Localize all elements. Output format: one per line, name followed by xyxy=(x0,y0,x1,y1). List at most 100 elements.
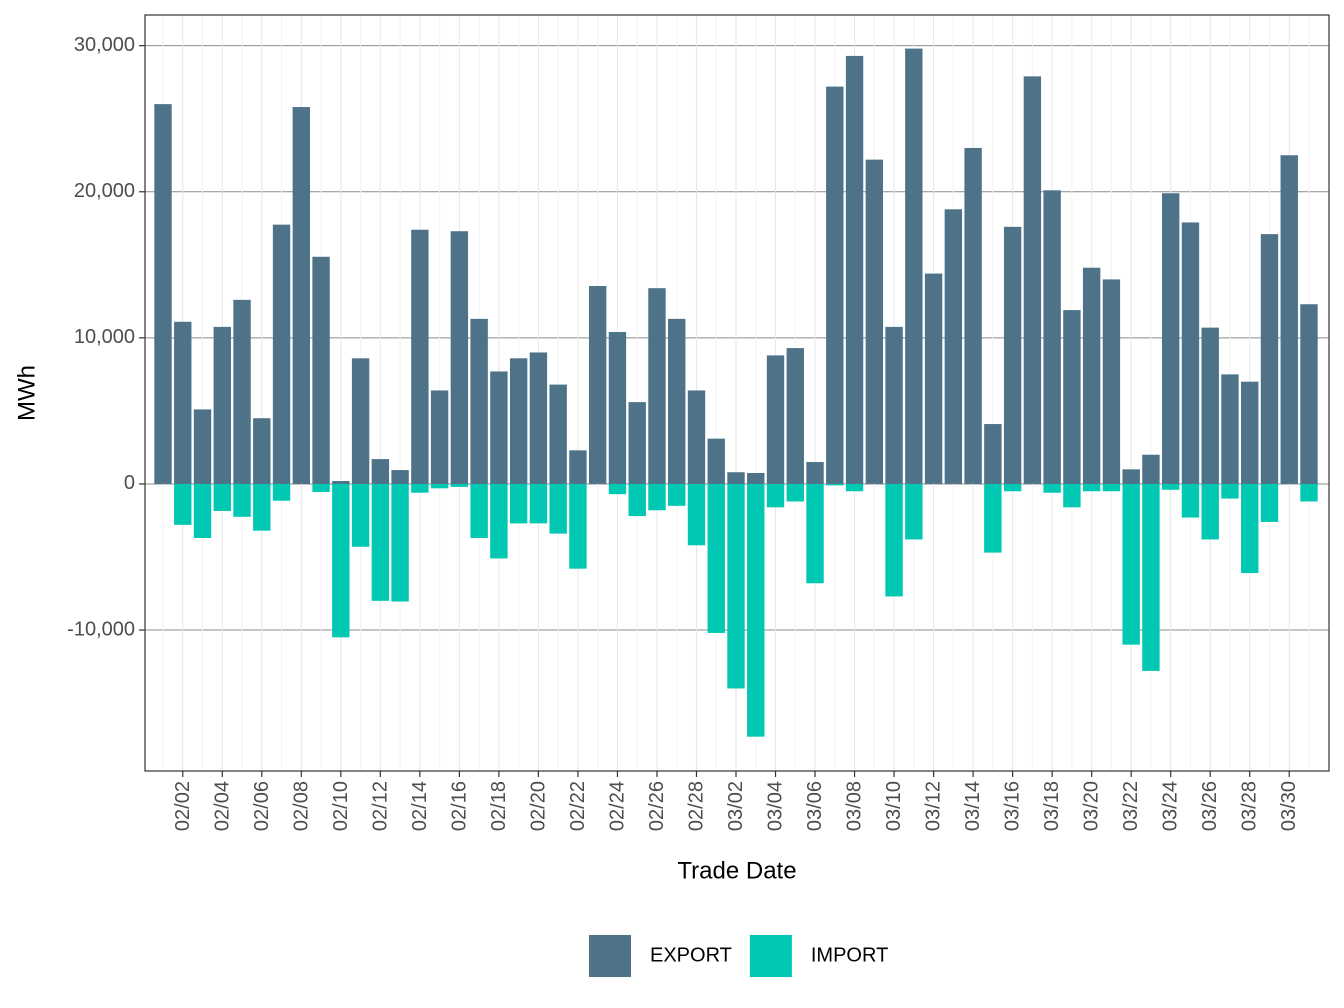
bar xyxy=(885,483,903,597)
x-tick-label: 02/14 xyxy=(409,781,431,831)
bar xyxy=(806,462,824,484)
bar xyxy=(1221,483,1239,499)
bar xyxy=(1300,483,1318,502)
x-tick-label: 03/02 xyxy=(725,781,747,831)
bar xyxy=(1181,483,1200,518)
x-tick-label: 02/08 xyxy=(290,781,312,831)
x-tick-label: 02/18 xyxy=(488,781,510,831)
bar xyxy=(213,326,231,484)
bar xyxy=(905,483,923,540)
bar xyxy=(608,483,627,495)
bar xyxy=(1043,190,1061,484)
bar xyxy=(1102,279,1121,484)
bar xyxy=(569,483,587,569)
bar xyxy=(213,483,231,511)
bar xyxy=(727,472,745,484)
x-tick-label: 02/10 xyxy=(330,781,352,831)
bar xyxy=(1142,454,1160,484)
bar xyxy=(1241,381,1259,484)
bar xyxy=(806,483,824,584)
bar xyxy=(885,326,903,484)
bar xyxy=(944,209,963,484)
bar xyxy=(1161,483,1180,490)
bar xyxy=(272,224,291,484)
bar xyxy=(687,390,706,484)
x-tick-label: 03/18 xyxy=(1041,781,1063,831)
bar xyxy=(747,483,765,737)
y-tick-label: 10,000 xyxy=(74,326,135,348)
x-tick-label: 03/24 xyxy=(1160,781,1182,831)
x-tick-label: 03/28 xyxy=(1239,781,1261,831)
bar xyxy=(1161,193,1180,484)
x-tick-label: 02/22 xyxy=(567,781,589,831)
bar xyxy=(371,483,390,601)
bar xyxy=(786,483,804,502)
bar xyxy=(1260,483,1279,522)
bar xyxy=(1043,483,1061,493)
x-tick-label: 02/28 xyxy=(685,781,707,831)
bar xyxy=(490,483,508,559)
y-tick-label: 30,000 xyxy=(74,34,135,56)
legend: EXPORT IMPORT xyxy=(589,935,888,977)
bar xyxy=(628,402,646,484)
legend-key xyxy=(749,935,792,977)
bar xyxy=(193,483,212,538)
x-tick-label: 03/06 xyxy=(804,781,826,831)
bar xyxy=(707,483,725,633)
bar xyxy=(1201,327,1219,484)
bar xyxy=(1003,226,1022,484)
x-tick-label: 03/14 xyxy=(962,781,984,831)
bar xyxy=(312,256,330,484)
x-tick-label: 02/16 xyxy=(448,781,470,831)
bar xyxy=(1241,483,1259,574)
bar xyxy=(450,231,469,484)
bar xyxy=(727,483,745,689)
bar xyxy=(292,107,311,484)
bar xyxy=(984,483,1002,553)
bar xyxy=(391,470,409,484)
bar xyxy=(1221,374,1239,484)
bar xyxy=(1300,304,1318,484)
x-tick-label: 03/12 xyxy=(923,781,945,831)
x-tick-label: 02/26 xyxy=(646,781,668,831)
bar xyxy=(984,424,1002,484)
bar xyxy=(193,409,212,484)
bar xyxy=(312,483,330,492)
x-tick-label: 02/02 xyxy=(172,781,194,831)
bar xyxy=(253,418,271,484)
bar xyxy=(549,384,567,484)
bar xyxy=(391,483,409,602)
bar xyxy=(490,371,508,484)
bar xyxy=(845,55,864,484)
bar xyxy=(450,483,469,487)
panel-border xyxy=(144,14,1330,772)
bar xyxy=(608,332,627,484)
x-tick-label: 02/24 xyxy=(606,781,628,831)
bar xyxy=(707,438,725,484)
bar xyxy=(1102,483,1121,492)
bar xyxy=(470,483,488,538)
x-tick-label: 03/16 xyxy=(1002,781,1024,831)
bar xyxy=(1122,469,1140,484)
bar xyxy=(529,483,548,524)
bar xyxy=(233,483,251,517)
bar xyxy=(1260,234,1279,484)
bar xyxy=(1122,483,1140,645)
bar xyxy=(332,481,350,484)
bar xyxy=(332,483,350,638)
x-tick-label: 03/04 xyxy=(765,781,787,831)
bar xyxy=(1063,310,1081,484)
legend-key xyxy=(589,935,631,977)
bar xyxy=(174,321,192,484)
bar xyxy=(470,318,488,484)
y-axis-title: MWh xyxy=(13,365,40,421)
bar xyxy=(1003,483,1022,492)
bar xyxy=(529,352,548,484)
bar xyxy=(411,483,429,493)
bar xyxy=(628,483,646,517)
bar xyxy=(687,483,706,546)
bar xyxy=(351,358,370,484)
bar xyxy=(964,147,982,484)
bar xyxy=(509,358,528,484)
